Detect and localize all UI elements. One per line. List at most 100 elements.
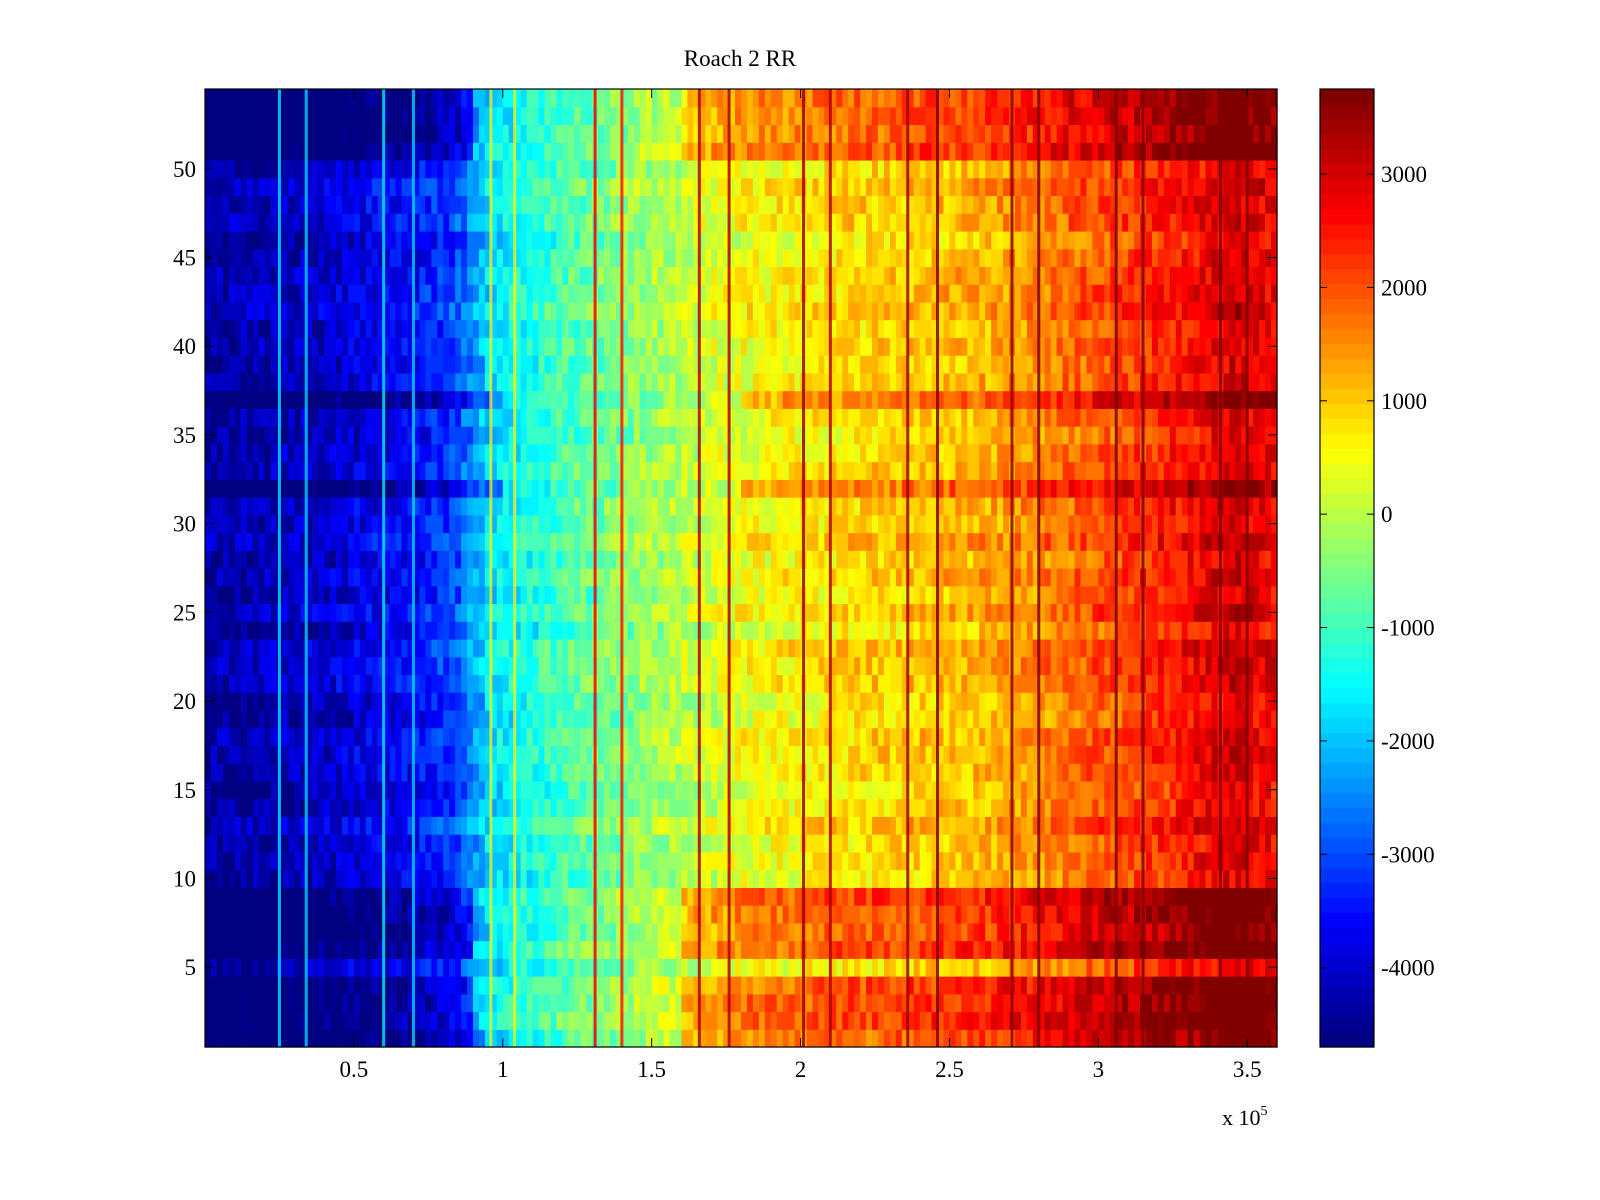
heatmap-cell [532, 780, 540, 800]
heatmap-cell [496, 568, 504, 587]
heatmap-cell [1151, 727, 1159, 747]
heatmap-cell [443, 692, 450, 711]
heatmap-cell [508, 993, 516, 1013]
heatmap-cell [877, 851, 885, 871]
heatmap-cell [1003, 905, 1010, 924]
heatmap-cell [854, 621, 861, 640]
heatmap-cell [741, 922, 748, 942]
heatmap-cell [228, 568, 236, 587]
heatmap-cell [651, 851, 659, 871]
heatmap-cell [955, 958, 962, 977]
heatmap-cell [729, 550, 736, 569]
heatmap-cell [627, 905, 635, 924]
heatmap-cell [806, 816, 814, 835]
heatmap-cell [562, 763, 569, 782]
heatmap-cell [401, 834, 409, 853]
heatmap-cell [1020, 692, 1028, 711]
heatmap-cell [240, 656, 248, 676]
heatmap-cell [812, 922, 820, 942]
heatmap-cell [258, 585, 266, 605]
heatmap-cell [925, 816, 933, 835]
heatmap-cell [562, 958, 569, 977]
heatmap-cell [1235, 905, 1242, 924]
heatmap-cell [901, 656, 909, 676]
heatmap-cell [1253, 958, 1260, 977]
heatmap-cell [377, 887, 385, 906]
heatmap-cell [1193, 869, 1201, 888]
heatmap-cell [288, 922, 295, 942]
heatmap-cell [669, 834, 677, 853]
heatmap-cell [1032, 887, 1040, 906]
heatmap-cell [973, 638, 980, 658]
heatmap-cell [1175, 922, 1183, 942]
heatmap-cell [413, 834, 420, 853]
heatmap-cell [842, 922, 849, 942]
heatmap-cell [300, 727, 307, 747]
heatmap-cell [907, 816, 915, 835]
heatmap-cell [1169, 922, 1177, 942]
heatmap-cell [627, 763, 635, 782]
heatmap-cell [711, 922, 718, 942]
heatmap-cell [1050, 727, 1058, 747]
heatmap-cell [389, 674, 397, 693]
heatmap-cell [895, 1011, 903, 1030]
heatmap-cell [306, 1029, 313, 1048]
heatmap-cell [1122, 656, 1129, 676]
heatmap-cell [1169, 905, 1177, 924]
heatmap-cell [562, 922, 569, 942]
heatmap-cell [1122, 763, 1129, 782]
heatmap-cell [1175, 1029, 1183, 1048]
heatmap-cell [330, 940, 337, 959]
heatmap-cell [1229, 834, 1236, 853]
heatmap-cell [300, 1011, 307, 1030]
heatmap-cell [336, 763, 343, 782]
heatmap-cell [1032, 869, 1040, 888]
heatmap-cell [294, 780, 301, 800]
heatmap-cell [383, 585, 391, 605]
heatmap-cell [431, 568, 438, 587]
heatmap-cell [1092, 834, 1099, 853]
heatmap-cell [437, 585, 444, 605]
heatmap-cell [330, 674, 337, 693]
heatmap-cell [371, 763, 379, 782]
heatmap-cell [693, 709, 700, 729]
heatmap-cell [228, 976, 236, 995]
heatmap-cell [1038, 568, 1046, 587]
heatmap-cell [395, 851, 403, 871]
heatmap-cell [205, 887, 212, 906]
heatmap-cell [312, 887, 319, 906]
heatmap-cell [776, 905, 784, 924]
heatmap-cell [365, 1029, 373, 1048]
heatmap-cell [1026, 727, 1034, 747]
heatmap-cell [359, 621, 367, 640]
heatmap-cell [967, 780, 974, 800]
heatmap-cell [937, 993, 945, 1013]
heatmap-cell [258, 922, 266, 942]
heatmap-cell [657, 780, 665, 800]
heatmap-cell [913, 816, 921, 835]
heatmap-cell [520, 550, 528, 569]
heatmap-cell [883, 993, 891, 1013]
heatmap-cell [1223, 585, 1230, 605]
heatmap-cell [574, 1029, 581, 1048]
heatmap-cell [1032, 851, 1040, 871]
heatmap-cell [901, 550, 909, 569]
heatmap-cell [609, 922, 617, 942]
heatmap-cell [1181, 727, 1189, 747]
heatmap-cell [1229, 568, 1236, 587]
heatmap-cell [473, 709, 480, 729]
heatmap-cell [455, 834, 462, 853]
heatmap-cell [639, 709, 647, 729]
heatmap-cell [514, 603, 522, 622]
heatmap-cell [1092, 816, 1099, 835]
heatmap-cell [895, 709, 903, 729]
heatmap-cell [1110, 763, 1117, 782]
heatmap-cell [1223, 816, 1230, 835]
heatmap-cell [1128, 621, 1135, 640]
heatmap-cell [872, 727, 879, 747]
heatmap-cell [729, 621, 736, 640]
heatmap-cell [836, 763, 843, 782]
heatmap-cell [1229, 816, 1236, 835]
heatmap-cell [282, 958, 289, 977]
heatmap-cell [1211, 869, 1219, 888]
